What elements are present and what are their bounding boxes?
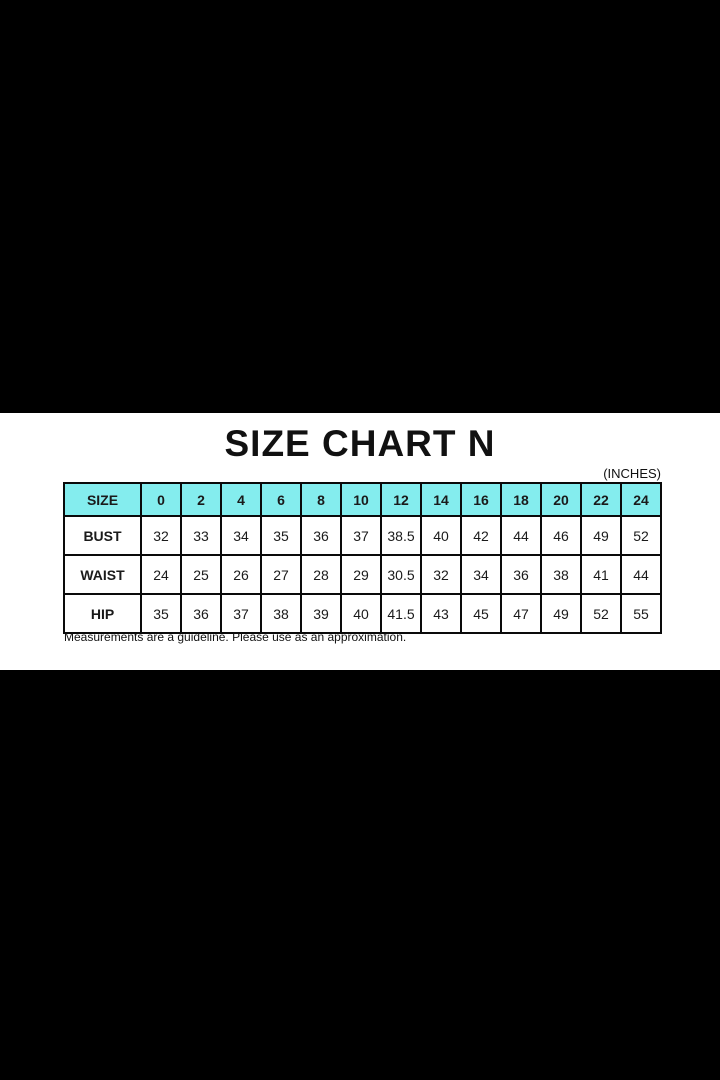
cell-waist-size-20: 38 — [540, 554, 582, 595]
cell-waist-size-22: 41 — [580, 554, 622, 595]
cell-waist-size-16: 34 — [460, 554, 502, 595]
cell-hip-size-22: 52 — [580, 593, 622, 634]
row-label-waist: WAIST — [63, 554, 142, 595]
cell-hip-size-8: 39 — [300, 593, 342, 634]
cell-bust-size-12: 38.5 — [380, 515, 422, 556]
cell-bust-size-18: 44 — [500, 515, 542, 556]
row-label-bust: BUST — [63, 515, 142, 556]
cell-bust-size-4: 34 — [220, 515, 262, 556]
table-body: BUST 32 33 34 35 36 37 38.5 40 42 44 46 49 52 WAIST 24 2… — [63, 515, 662, 634]
cell-hip-size-2: 36 — [180, 593, 222, 634]
header-cell-size-2: 2 — [180, 482, 222, 517]
cell-bust-size-22: 49 — [580, 515, 622, 556]
cell-waist-size-10: 29 — [340, 554, 382, 595]
cell-waist-size-14: 32 — [420, 554, 462, 595]
cell-hip-size-4: 37 — [220, 593, 262, 634]
cell-bust-size-6: 35 — [260, 515, 302, 556]
cell-hip-size-10: 40 — [340, 593, 382, 634]
header-cell-size-22: 22 — [580, 482, 622, 517]
header-cell-size-14: 14 — [420, 482, 462, 517]
cell-bust-size-20: 46 — [540, 515, 582, 556]
header-cell-size: SIZE — [63, 482, 142, 517]
header-cell-size-20: 20 — [540, 482, 582, 517]
table-row-waist: WAIST 24 25 26 27 28 29 30.5 32 34 36 38 41 44 — [63, 554, 662, 595]
cell-hip-size-6: 38 — [260, 593, 302, 634]
cell-waist-size-18: 36 — [500, 554, 542, 595]
size-chart-panel: SIZE CHART N (INCHES) SIZE 0 2 4 6 8 10 12 14 16 1… — [0, 413, 720, 670]
table-row-hip: HIP 35 36 37 38 39 40 41.5 43 45 47 49 52 55 — [63, 593, 662, 634]
header-cell-size-10: 10 — [340, 482, 382, 517]
header-cell-size-0: 0 — [140, 482, 182, 517]
cell-bust-size-8: 36 — [300, 515, 342, 556]
header-cell-size-16: 16 — [460, 482, 502, 517]
table-header-row: SIZE 0 2 4 6 8 10 12 14 16 18 20 22 24 — [63, 482, 662, 517]
cell-bust-size-10: 37 — [340, 515, 382, 556]
cell-hip-size-14: 43 — [420, 593, 462, 634]
header-cell-size-18: 18 — [500, 482, 542, 517]
cell-hip-size-0: 35 — [140, 593, 182, 634]
cell-waist-size-0: 24 — [140, 554, 182, 595]
cell-hip-size-24: 55 — [620, 593, 662, 634]
header-cell-size-24: 24 — [620, 482, 662, 517]
cell-waist-size-6: 27 — [260, 554, 302, 595]
cell-waist-size-24: 44 — [620, 554, 662, 595]
cell-hip-size-18: 47 — [500, 593, 542, 634]
cell-bust-size-14: 40 — [420, 515, 462, 556]
header-cell-size-6: 6 — [260, 482, 302, 517]
header-cell-size-4: 4 — [220, 482, 262, 517]
cell-hip-size-16: 45 — [460, 593, 502, 634]
cell-bust-size-16: 42 — [460, 515, 502, 556]
cell-bust-size-2: 33 — [180, 515, 222, 556]
table-row-bust: BUST 32 33 34 35 36 37 38.5 40 42 44 46 49 52 — [63, 515, 662, 556]
header-cell-size-8: 8 — [300, 482, 342, 517]
row-label-hip: HIP — [63, 593, 142, 634]
cell-bust-size-24: 52 — [620, 515, 662, 556]
cell-bust-size-0: 32 — [140, 515, 182, 556]
cell-hip-size-12: 41.5 — [380, 593, 422, 634]
size-chart-table: SIZE 0 2 4 6 8 10 12 14 16 18 20 22 24 BUST 32 33 34 35 36… — [63, 482, 662, 634]
measurement-disclaimer: Measurements are a guideline. Please use… — [64, 630, 407, 644]
size-chart-title: SIZE CHART N — [224, 423, 496, 464]
units-label: (INCHES) — [603, 466, 661, 481]
cell-waist-size-4: 26 — [220, 554, 262, 595]
header-cell-size-12: 12 — [380, 482, 422, 517]
cell-waist-size-2: 25 — [180, 554, 222, 595]
cell-waist-size-12: 30.5 — [380, 554, 422, 595]
cell-waist-size-8: 28 — [300, 554, 342, 595]
cell-hip-size-20: 49 — [540, 593, 582, 634]
